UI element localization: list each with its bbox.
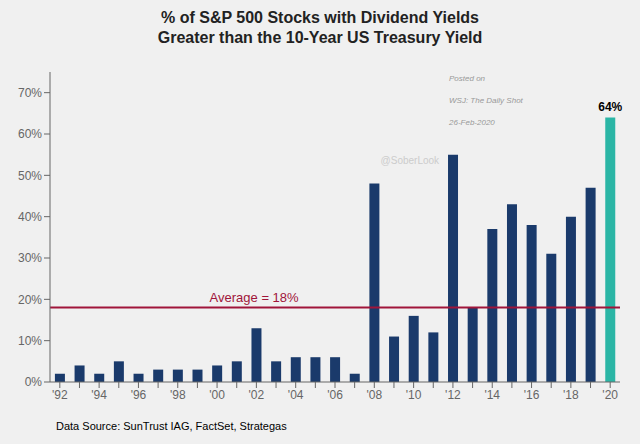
svg-text:'04: '04 xyxy=(288,388,304,402)
svg-text:'16: '16 xyxy=(524,388,540,402)
svg-text:'20: '20 xyxy=(602,388,618,402)
svg-text:'96: '96 xyxy=(131,388,147,402)
svg-text:70%: 70% xyxy=(18,86,42,100)
svg-text:64%: 64% xyxy=(598,100,622,114)
svg-text:60%: 60% xyxy=(18,127,42,141)
svg-text:'06: '06 xyxy=(327,388,343,402)
svg-text:'12: '12 xyxy=(445,388,461,402)
html-text:Greater than the 10-Year US Tr: Greater than the 10-Year US Treasury Yie… xyxy=(157,29,483,46)
svg-text:'00: '00 xyxy=(209,388,225,402)
svg-text:20%: 20% xyxy=(18,293,42,307)
html-text:@SoberLook: @SoberLook xyxy=(380,154,440,166)
svg-text:'08: '08 xyxy=(366,388,382,402)
svg-text:'94: '94 xyxy=(91,388,107,402)
svg-text:'14: '14 xyxy=(484,388,500,402)
svg-text:30%: 30% xyxy=(18,251,42,265)
html-text:% of S&P 500 Stocks with Divid: % of S&P 500 Stocks with Dividend Yields xyxy=(161,9,479,26)
html-text:WSJ: The Daily Shot: WSJ: The Daily Shot xyxy=(449,95,523,105)
svg-text:0%: 0% xyxy=(25,375,43,389)
svg-text:'10: '10 xyxy=(406,388,422,402)
svg-text:'98: '98 xyxy=(170,388,186,402)
svg-text:50%: 50% xyxy=(18,169,42,183)
svg-text:10%: 10% xyxy=(18,334,42,348)
svg-text:40%: 40% xyxy=(18,210,42,224)
svg-text:'02: '02 xyxy=(249,388,265,402)
html-text:Posted on: Posted on xyxy=(449,74,485,84)
html-text:Data Source: SunTrust IAG, Fac: Data Source: SunTrust IAG, FactSet, Stra… xyxy=(56,420,287,432)
html-text:26-Feb-2020: 26-Feb-2020 xyxy=(449,117,495,127)
svg-text:Average = 18%: Average = 18% xyxy=(210,290,299,305)
svg-text:'18: '18 xyxy=(563,388,579,402)
svg-text:'92: '92 xyxy=(52,388,68,402)
